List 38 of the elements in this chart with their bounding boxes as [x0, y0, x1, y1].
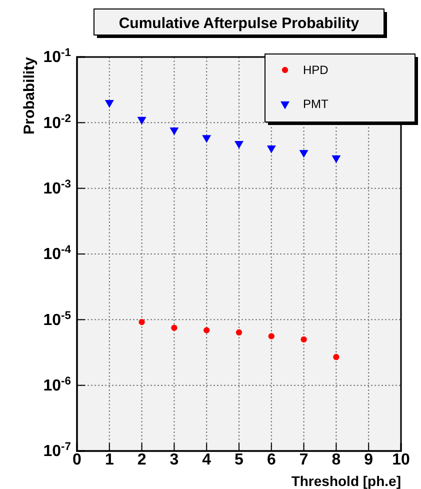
- point: [333, 354, 340, 360]
- y-tick-label: 10$^{-6}$: [43, 375, 71, 394]
- x-axis-title: Threshold [ph.e]: [291, 473, 401, 489]
- legend-label: HPD: [303, 63, 329, 77]
- x-tick-label: 10: [392, 451, 410, 468]
- point: [234, 141, 244, 149]
- x-tick-label: 5: [234, 451, 244, 468]
- point: [332, 155, 341, 164]
- point: [170, 128, 179, 136]
- point: [300, 336, 307, 343]
- point: [266, 146, 276, 154]
- x-tick-label: 2: [137, 451, 146, 468]
- point: [236, 329, 242, 336]
- point: [104, 100, 114, 108]
- x-tick-label: 1: [104, 451, 114, 468]
- legend-label: PMT: [303, 97, 329, 111]
- y-tick-label: 10$^{-7}$: [43, 441, 71, 460]
- x-tick-label: 8: [332, 451, 341, 468]
- point: [202, 135, 212, 143]
- point: [204, 327, 210, 334]
- y-tick-label: 10$^{-4}$: [43, 244, 72, 264]
- x-tick-label: 6: [266, 451, 276, 468]
- point: [137, 116, 146, 125]
- x-tick-label: 0: [72, 451, 82, 468]
- y-tick-label: 10$^{-1}$: [43, 47, 71, 66]
- y-tick-label: 10$^{-3}$: [43, 178, 71, 198]
- x-tick-label: 9: [364, 451, 374, 468]
- point: [268, 333, 274, 340]
- y-tick-label: 10$^{-5}$: [43, 310, 71, 329]
- chart-title: Cumulative Afterpulse Probability: [118, 15, 360, 32]
- x-tick-label: 7: [299, 451, 308, 468]
- point: [171, 324, 178, 331]
- x-tick-label: 4: [202, 451, 212, 468]
- y-axis-title: Probability: [21, 56, 38, 135]
- y-tick-label: 10$^{-2}$: [43, 112, 71, 132]
- point: [138, 318, 145, 326]
- point: [299, 150, 308, 158]
- x-tick-label: 3: [170, 451, 179, 468]
